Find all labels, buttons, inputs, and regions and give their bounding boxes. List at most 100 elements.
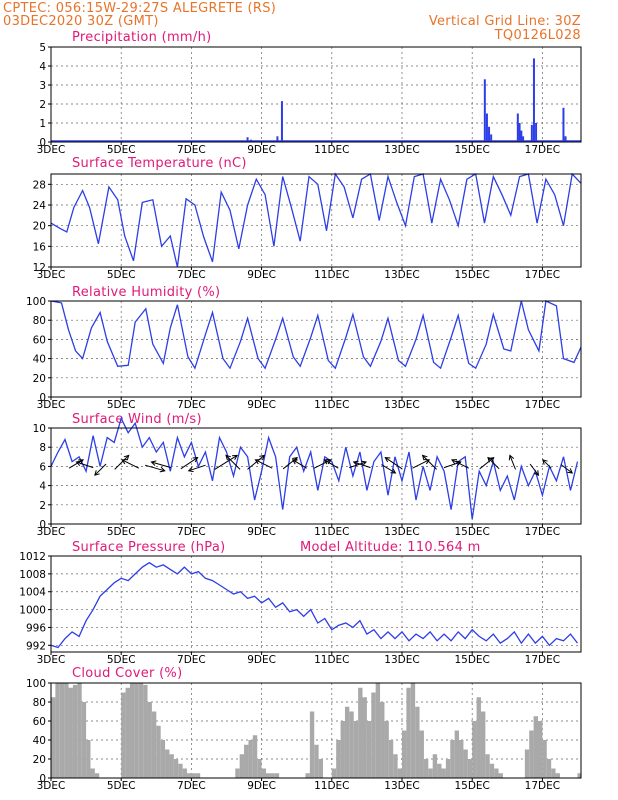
pressure-frame xyxy=(50,555,582,653)
cloud-cover-bar xyxy=(546,759,552,778)
cloud-cover-bar xyxy=(542,740,547,778)
wind-arrow xyxy=(76,461,94,469)
wind-arrow xyxy=(381,464,396,474)
pressure-xtick-label: 13DEC xyxy=(384,654,419,666)
precipitation-bar xyxy=(490,134,493,142)
cloud-cover-bar xyxy=(156,725,161,778)
cloud-cover-bar xyxy=(463,749,468,778)
cloud-cover-bar xyxy=(353,721,359,778)
precipitation-xtick-label: 11DEC xyxy=(314,144,349,156)
cloud-cover-ytick-label: 0 xyxy=(39,773,46,785)
precipitation-bar xyxy=(564,136,567,142)
wind-arrow-head xyxy=(361,460,368,467)
humidity-title: Relative Humidity (%) xyxy=(72,285,220,300)
cloud-cover-bar xyxy=(165,749,170,778)
wind-arrow xyxy=(247,455,265,470)
temperature-ytick-label: 24 xyxy=(33,200,47,212)
precipitation-ytick-label: 1 xyxy=(39,118,46,130)
cloud-cover-bar xyxy=(169,754,174,778)
cloud-cover-bar xyxy=(397,768,402,778)
wind-arrow xyxy=(353,461,371,469)
humidity-xtick-label: 13DEC xyxy=(384,399,419,411)
wind-arrow-head xyxy=(567,468,574,474)
wind-arrow xyxy=(479,457,495,470)
temperature-xtick-label: 3DEC xyxy=(37,269,66,281)
cloud-cover-bar xyxy=(187,773,192,778)
cloud-cover-panel: Cloud Cover (%) 3DEC 5DEC 7DEC 9DEC 11DEC 13D… xyxy=(26,666,582,792)
wind-arrow xyxy=(94,463,107,476)
cloud-cover-bar xyxy=(64,683,69,778)
cloud-cover-bar xyxy=(90,768,95,778)
cloud-cover-bar xyxy=(467,759,473,778)
wind-arrow-head xyxy=(384,457,391,463)
wind-arrow-head xyxy=(254,459,261,465)
model-altitude-note: Model Altitude: 110.564 m xyxy=(300,540,481,555)
pressure-xtick-label: 17DEC xyxy=(525,654,560,666)
wind-arrow xyxy=(188,464,206,472)
precipitation-xtick-label: 9DEC xyxy=(247,144,276,156)
humidity-ytick-label: 100 xyxy=(26,296,46,308)
pressure-ytick-label: 1000 xyxy=(19,605,46,617)
wind-frame xyxy=(50,427,582,525)
cloud-cover-ytick-label: 80 xyxy=(33,697,46,709)
wind-ytick-label: 6 xyxy=(39,461,46,473)
pressure-title: Surface Pressure (hPa) xyxy=(72,540,226,555)
pressure-ytick-label: 996 xyxy=(26,622,46,634)
cloud-cover-bar xyxy=(410,683,416,778)
cloud-cover-bar xyxy=(362,697,367,778)
cloud-cover-bar xyxy=(349,711,354,778)
cloud-cover-bar xyxy=(331,768,337,778)
pressure-xtick-label: 3DEC xyxy=(37,654,66,666)
precipitation-bar xyxy=(532,58,535,142)
cloud-cover-xtick-label: 17DEC xyxy=(525,780,560,792)
cloud-cover-bar xyxy=(533,716,539,778)
cloud-cover-bar xyxy=(551,768,556,778)
pressure-xtick-label: 7DEC xyxy=(177,654,206,666)
cloud-cover-bar xyxy=(485,754,490,778)
wind-arrow xyxy=(422,455,437,470)
wind-arrow xyxy=(509,455,516,470)
cloud-cover-bar xyxy=(147,702,152,778)
precipitation-bar xyxy=(530,124,533,142)
cloud-cover-ytick-label: 100 xyxy=(26,678,46,690)
precipitation-xtick-label: 5DEC xyxy=(107,144,136,156)
cloud-cover-bar xyxy=(336,740,341,778)
cloud-cover-bar xyxy=(195,773,201,778)
wind-arrow xyxy=(292,459,307,469)
pressure-xtick-label: 5DEC xyxy=(107,654,136,666)
temperature-xtick-label: 9DEC xyxy=(247,269,276,281)
cloud-cover-ytick-label: 40 xyxy=(33,735,46,747)
header-model-id: TQ0126L028 xyxy=(494,28,581,43)
wind-arrow xyxy=(542,459,552,469)
wind-xtick-label: 11DEC xyxy=(314,526,349,538)
humidity-xtick-label: 17DEC xyxy=(525,399,560,411)
cloud-cover-ytick-label: 20 xyxy=(33,754,46,766)
wind-arrow-head xyxy=(192,457,199,463)
cloud-cover-bar xyxy=(270,773,275,778)
precipitation-ytick-label: 2 xyxy=(39,99,46,111)
temperature-xtick-label: 11DEC xyxy=(314,269,349,281)
temperature-xtick-label: 15DEC xyxy=(454,269,489,281)
wind-arrow-head xyxy=(232,454,238,461)
cloud-cover-title: Cloud Cover (%) xyxy=(72,666,182,681)
pressure-xtick-label: 11DEC xyxy=(314,654,349,666)
wind-title: Surface Wind (m/s) xyxy=(72,412,202,427)
cloud-cover-bar xyxy=(191,773,196,778)
pressure-ytick-label: 1008 xyxy=(19,569,46,581)
cloud-cover-bar xyxy=(244,744,249,778)
precipitation-ytick-label: 3 xyxy=(39,80,46,92)
cloud-cover-bar xyxy=(358,687,363,778)
precipitation-bar xyxy=(246,137,249,142)
wind-arrow xyxy=(214,454,238,470)
wind-arrow-head xyxy=(390,468,397,474)
pressure-xtick-label: 9DEC xyxy=(247,654,276,666)
wind-arrow xyxy=(225,455,241,470)
wind-xtick-label: 17DEC xyxy=(525,526,560,538)
cloud-cover-bar xyxy=(529,730,534,778)
wind-arrow-head xyxy=(121,459,128,465)
cloud-cover-bar xyxy=(173,759,179,778)
humidity-xtick-label: 5DEC xyxy=(107,399,136,411)
wind-arrow xyxy=(180,457,198,470)
cloud-cover-bar xyxy=(344,706,350,778)
cloud-cover-bar xyxy=(265,773,271,778)
